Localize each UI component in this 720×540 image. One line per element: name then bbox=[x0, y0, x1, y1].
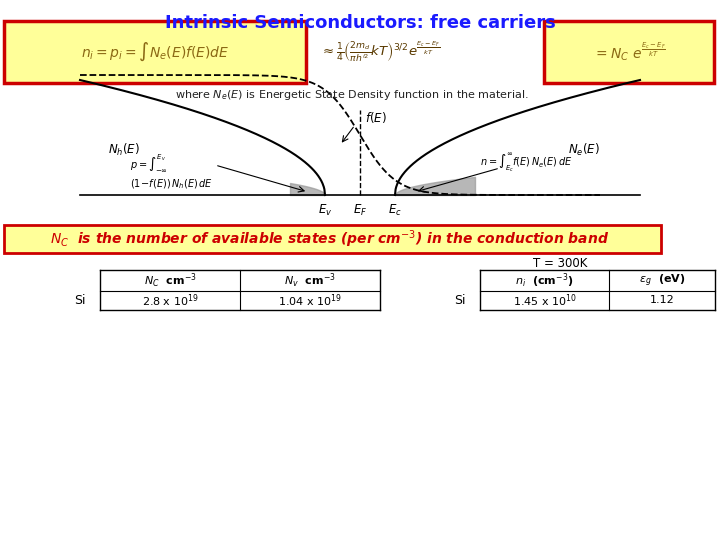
Text: Si: Si bbox=[454, 294, 466, 307]
Text: 1.04 x 10$^{19}$: 1.04 x 10$^{19}$ bbox=[278, 292, 342, 309]
Text: 2.8 x 10$^{19}$: 2.8 x 10$^{19}$ bbox=[142, 292, 198, 309]
Text: $n_i$  (cm$^{-3}$): $n_i$ (cm$^{-3}$) bbox=[516, 271, 574, 289]
Text: 1.12: 1.12 bbox=[649, 295, 675, 306]
Text: $n_i = p_i = \int N_e(E)f(E)dE$: $n_i = p_i = \int N_e(E)f(E)dE$ bbox=[81, 41, 229, 63]
FancyBboxPatch shape bbox=[4, 225, 661, 253]
Text: Si: Si bbox=[74, 294, 86, 307]
Text: $N_C$  cm$^{-3}$: $N_C$ cm$^{-3}$ bbox=[143, 271, 197, 289]
Text: $N_v$  cm$^{-3}$: $N_v$ cm$^{-3}$ bbox=[284, 271, 336, 289]
Text: 1.45 x 10$^{10}$: 1.45 x 10$^{10}$ bbox=[513, 292, 577, 309]
Text: where $N_e(E)$ is Energetic State Density function in the material.: where $N_e(E)$ is Energetic State Densit… bbox=[175, 88, 528, 102]
Text: Intrinsic Semiconductors: free carriers: Intrinsic Semiconductors: free carriers bbox=[165, 14, 555, 32]
Text: $N_C$  is the number of available states (per cm$^{-3}$) in the conduction band: $N_C$ is the number of available states … bbox=[50, 228, 610, 250]
Text: $N_e(E)$: $N_e(E)$ bbox=[568, 142, 600, 158]
Text: $E_c$: $E_c$ bbox=[388, 203, 402, 218]
Text: $\varepsilon_g$  (eV): $\varepsilon_g$ (eV) bbox=[639, 272, 685, 288]
FancyBboxPatch shape bbox=[544, 21, 714, 83]
Text: $f(E)$: $f(E)$ bbox=[365, 110, 387, 125]
FancyBboxPatch shape bbox=[4, 21, 306, 83]
Text: $E_v$: $E_v$ bbox=[318, 203, 332, 218]
Text: T = 300K: T = 300K bbox=[533, 257, 588, 270]
Text: $n=\int_{E_c}^{\infty}f(E)\,N_e(E)\,dE$: $n=\int_{E_c}^{\infty}f(E)\,N_e(E)\,dE$ bbox=[480, 152, 572, 175]
Text: $= N_C\ e^{\frac{E_c-E_F}{kT}}$: $= N_C\ e^{\frac{E_c-E_F}{kT}}$ bbox=[593, 40, 665, 64]
Text: $p=\int_{-\infty}^{E_v}$
$(1\!-\!f(E))\,N_h(E)\,dE$: $p=\int_{-\infty}^{E_v}$ $(1\!-\!f(E))\,… bbox=[130, 152, 213, 191]
Text: $N_h(E)$: $N_h(E)$ bbox=[108, 142, 140, 158]
Text: $\approx \frac{1}{4}\left(\frac{2m_d}{\pi h^{\prime 2}}kT\right)^{3/2}$$e^{\frac: $\approx \frac{1}{4}\left(\frac{2m_d}{\p… bbox=[320, 40, 440, 64]
Text: $E_F$: $E_F$ bbox=[353, 203, 367, 218]
